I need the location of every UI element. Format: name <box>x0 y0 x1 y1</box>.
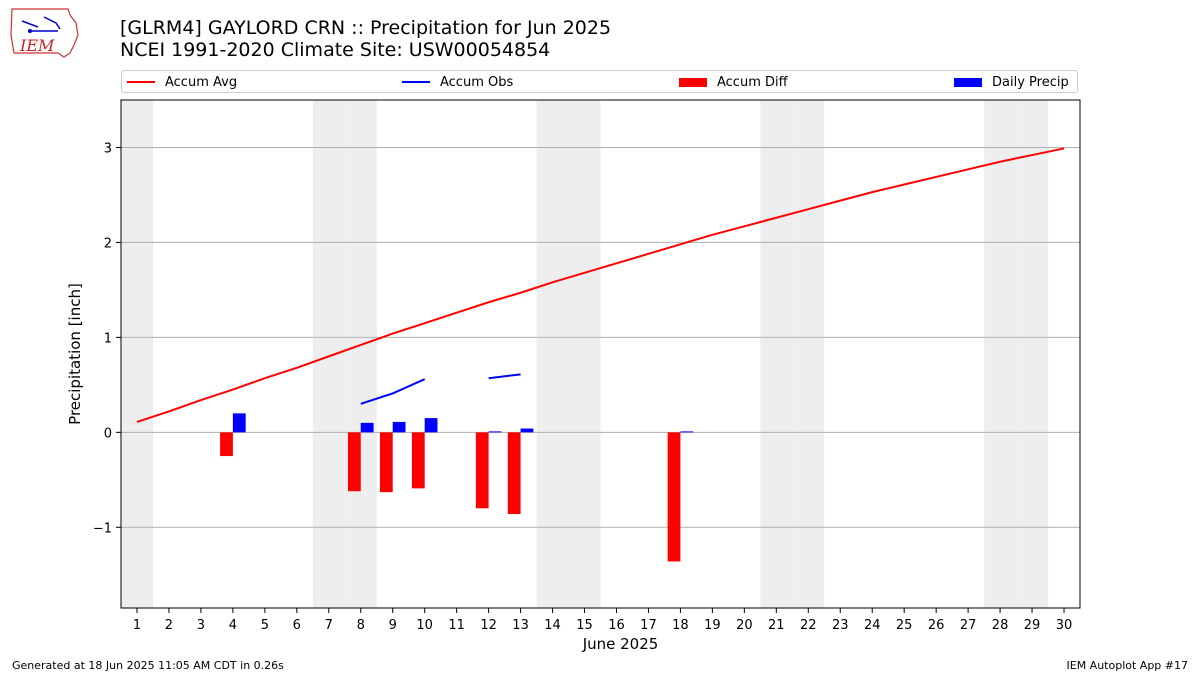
legend-entry-accum-obs: Accum Obs <box>402 73 513 91</box>
accum-obs-line <box>360 378 426 405</box>
chart-title-line2: NCEI 1991-2020 Climate Site: USW00054854 <box>120 39 551 61</box>
accum-diff-bar <box>379 432 393 493</box>
x-tick-label: 11 <box>448 618 465 633</box>
accum-diff-bar <box>220 432 233 457</box>
weekend-band <box>792 100 825 608</box>
daily-precip-bar <box>488 431 502 433</box>
x-tick-label: 5 <box>261 618 269 633</box>
chart-legend: Accum Avg Accum Obs Accum Diff Daily Pre… <box>121 70 1078 93</box>
x-tick-label: 24 <box>864 618 881 633</box>
chart-title: [GLRM4] GAYLORD CRN :: Precipitation for… <box>120 17 611 61</box>
x-tick-label: 13 <box>512 618 529 633</box>
weekend-band <box>760 100 793 608</box>
legend-swatch <box>954 77 982 87</box>
generated-timestamp: Generated at 18 Jun 2025 11:05 AM CDT in… <box>12 659 284 672</box>
x-tick-label: 1 <box>133 618 141 633</box>
y-tick-label: 3 <box>104 141 112 156</box>
accum-diff-bar <box>411 432 425 489</box>
x-tick-label: 2 <box>165 618 173 633</box>
weekend-band <box>312 100 345 608</box>
accum-diff-bar <box>475 432 489 509</box>
svg-text:IEM: IEM <box>19 36 55 55</box>
weekend-band <box>568 100 601 608</box>
x-tick-label: 20 <box>736 618 753 633</box>
x-tick-label: 30 <box>1056 618 1073 633</box>
daily-precip-bar <box>232 413 246 433</box>
daily-precip-bar <box>424 418 438 433</box>
x-tick-label: 10 <box>416 618 433 633</box>
chart-title-line1: [GLRM4] GAYLORD CRN :: Precipitation for… <box>120 17 612 39</box>
legend-entry-daily-precip: Daily Precip <box>954 73 1069 91</box>
y-tick-label: 1 <box>104 331 112 346</box>
x-tick-label: 14 <box>544 618 561 633</box>
iem-logo: IEM <box>10 8 79 58</box>
x-tick-label: 21 <box>768 618 785 633</box>
y-tick-label: 2 <box>104 236 112 251</box>
legend-entry-accum-diff: Accum Diff <box>679 73 788 91</box>
x-tick-label: 15 <box>576 618 593 633</box>
accum-obs-line <box>488 373 521 380</box>
y-tick-label: 0 <box>104 426 112 441</box>
plot-frame <box>120 99 1081 609</box>
legend-label: Accum Avg <box>165 74 238 90</box>
legend-swatch <box>679 77 707 87</box>
weekend-band <box>1016 100 1049 608</box>
x-tick-label: 6 <box>293 618 301 633</box>
x-axis-label: June 2025 <box>582 635 659 653</box>
x-tick-label: 27 <box>960 618 977 633</box>
accum-diff-bar <box>507 432 521 514</box>
app-id: IEM Autoplot App #17 <box>1066 659 1189 672</box>
y-tick-label: −1 <box>93 521 112 536</box>
x-tick-label: 12 <box>480 618 497 633</box>
legend-swatch <box>402 81 430 83</box>
x-tick-label: 7 <box>325 618 333 633</box>
weekend-band <box>344 100 377 608</box>
accum-avg-line <box>136 147 1065 423</box>
daily-precip-bar <box>392 421 406 433</box>
x-tick-label: 22 <box>800 618 817 633</box>
x-tick-label: 4 <box>229 618 237 633</box>
x-tick-label: 28 <box>992 618 1009 633</box>
daily-precip-bar <box>520 428 534 433</box>
x-tick-label: 18 <box>672 618 689 633</box>
x-tick-label: 3 <box>197 618 205 633</box>
x-tick-label: 17 <box>640 618 657 633</box>
weekend-band <box>984 100 1017 608</box>
x-tick-label: 16 <box>608 618 625 633</box>
x-tick-label: 29 <box>1024 618 1041 633</box>
daily-precip-bar <box>360 422 374 433</box>
legend-label: Accum Diff <box>717 74 788 90</box>
legend-label: Accum Obs <box>440 74 514 90</box>
x-tick-label: 26 <box>928 618 945 633</box>
weekend-band <box>121 100 153 608</box>
daily-precip-bar <box>680 431 694 433</box>
legend-entry-accum-avg: Accum Avg <box>127 73 237 91</box>
legend-swatch <box>127 81 155 83</box>
accum-diff-bar <box>347 432 361 492</box>
x-tick-label: 25 <box>896 618 913 633</box>
legend-label: Daily Precip <box>992 74 1069 90</box>
accum-diff-bar <box>667 432 681 562</box>
y-axis-label: Precipitation [inch] <box>66 283 84 425</box>
x-tick-label: 8 <box>357 618 365 633</box>
x-tick-label: 19 <box>704 618 721 633</box>
x-tick-label: 9 <box>389 618 397 633</box>
x-tick-label: 23 <box>832 618 849 633</box>
weekend-band <box>536 100 569 608</box>
